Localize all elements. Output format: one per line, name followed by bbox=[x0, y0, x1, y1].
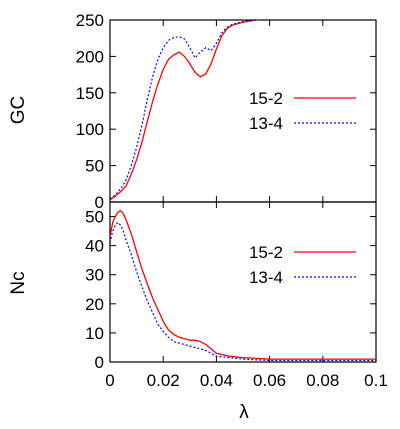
gc-series-line-13-4 bbox=[110, 20, 262, 200]
gc-legend-label: 13-4 bbox=[249, 114, 283, 133]
nc-x-tick-label: 0.08 bbox=[306, 371, 339, 390]
nc-x-tick-label: 0.04 bbox=[200, 371, 233, 390]
gc-panel: 0 50 100 150 200 250 15-2 13-4 bbox=[76, 11, 377, 212]
gc-y-tick-label: 150 bbox=[76, 84, 104, 103]
nc-x-tick-label: 0.06 bbox=[253, 371, 286, 390]
nc-legend-label: 13-4 bbox=[249, 268, 283, 287]
gc-y-tick-label: 0 bbox=[95, 193, 104, 212]
gc-y-tick-label: 250 bbox=[76, 11, 104, 30]
gc-y-tick-label: 100 bbox=[76, 120, 104, 139]
gc-legend-label: 15-2 bbox=[249, 89, 283, 108]
nc-y-tick-label: 10 bbox=[85, 324, 104, 343]
nc-x-tick-label: 0.1 bbox=[364, 371, 388, 390]
nc-y-tick-label: 50 bbox=[85, 208, 104, 227]
gc-y-tick-label: 50 bbox=[85, 157, 104, 176]
gc-y-tick-label: 200 bbox=[76, 47, 104, 66]
y-axis-title-gc: GC bbox=[8, 96, 29, 125]
nc-y-tick-label: 0 bbox=[95, 353, 104, 372]
nc-panel: 0 10 20 30 40 50 0 0.02 0.04 0.06 0.08 0.1 15-2 13-4 bbox=[85, 201, 388, 390]
gc-series-line-15-2 bbox=[110, 20, 263, 201]
nc-y-tick-label: 20 bbox=[85, 295, 104, 314]
nc-x-tick-label: 0 bbox=[105, 371, 114, 390]
nc-y-tick-label: 40 bbox=[85, 237, 104, 256]
nc-y-tick-label: 30 bbox=[85, 266, 104, 285]
nc-x-tick-label: 0.02 bbox=[147, 371, 180, 390]
nc-series-line-15-2 bbox=[110, 209, 376, 360]
nc-series-line-13-4 bbox=[110, 221, 376, 362]
nc-legend-label: 15-2 bbox=[249, 243, 283, 262]
nc-plot-frame bbox=[109, 201, 377, 363]
x-axis-title: λ bbox=[239, 402, 249, 423]
y-axis-title-nc: Nc bbox=[8, 271, 29, 294]
